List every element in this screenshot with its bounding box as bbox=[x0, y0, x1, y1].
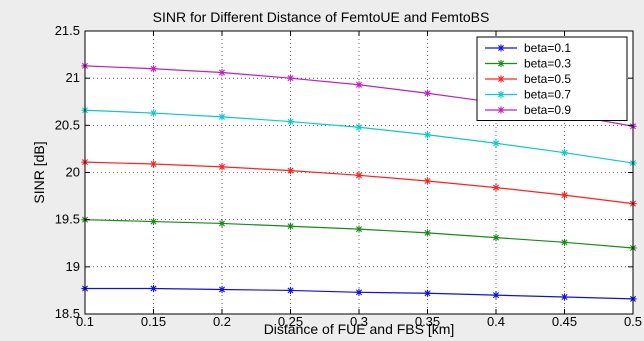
data-point bbox=[218, 113, 226, 121]
data-point bbox=[492, 139, 500, 147]
x-tick-label: 0.1 bbox=[76, 314, 94, 329]
y-tick-label: 21.5 bbox=[55, 23, 80, 38]
data-point bbox=[560, 149, 569, 157]
data-point bbox=[286, 74, 295, 82]
data-point bbox=[149, 284, 158, 293]
data-point bbox=[286, 222, 295, 230]
axis-ticks: 0.1 0.15 0.2 0.25 0.3 0.35 0.4 0.45 0.5 18.5 19 19.… bbox=[55, 23, 642, 329]
data-point bbox=[492, 233, 500, 242]
data-point bbox=[423, 289, 432, 297]
data-point bbox=[218, 219, 226, 228]
legend-item: beta=0.1 bbox=[485, 41, 571, 55]
y-tick-label: 18.5 bbox=[55, 306, 80, 321]
legend-label: beta=0.7 bbox=[524, 88, 571, 102]
legend-marker bbox=[497, 59, 505, 68]
legend-item: beta=0.3 bbox=[485, 57, 571, 71]
data-point bbox=[423, 131, 432, 139]
x-tick-label: 0.4 bbox=[487, 314, 505, 329]
legend-marker bbox=[497, 75, 505, 83]
x-tick-label: 0.2 bbox=[213, 314, 231, 329]
y-tick-label: 19 bbox=[66, 259, 80, 274]
data-point bbox=[355, 81, 363, 89]
y-axis-title: SINR [dB] bbox=[31, 141, 47, 203]
x-tick-label: 0.35 bbox=[415, 314, 440, 329]
legend-marker bbox=[497, 90, 505, 99]
legend-label: beta=0.1 bbox=[524, 41, 571, 55]
chart-title: SINR for Different Distance of FemtoUE a… bbox=[153, 9, 490, 25]
data-point bbox=[218, 285, 226, 294]
data-point bbox=[492, 183, 500, 192]
data-point bbox=[149, 217, 158, 226]
data-point bbox=[149, 65, 158, 73]
data-point bbox=[355, 123, 363, 131]
data-point bbox=[286, 167, 295, 175]
y-tick-label: 20.5 bbox=[55, 117, 80, 132]
x-tick-label: 0.15 bbox=[141, 314, 166, 329]
data-point bbox=[423, 177, 432, 185]
y-tick-label: 20 bbox=[66, 165, 80, 180]
data-point bbox=[355, 288, 363, 296]
legend-label: beta=0.9 bbox=[524, 103, 571, 117]
data-point bbox=[286, 117, 295, 126]
legend-label: beta=0.5 bbox=[524, 72, 571, 86]
data-point bbox=[218, 163, 226, 171]
data-point bbox=[560, 293, 569, 301]
data-point bbox=[423, 229, 432, 237]
data-point bbox=[355, 171, 363, 179]
data-point bbox=[218, 68, 226, 77]
x-tick-label: 0.25 bbox=[278, 314, 303, 329]
y-tick-label: 19.5 bbox=[55, 212, 80, 227]
legend-item: beta=0.7 bbox=[485, 88, 571, 102]
data-point bbox=[492, 291, 500, 299]
data-point bbox=[560, 238, 569, 246]
x-tick-label: 0.45 bbox=[552, 314, 577, 329]
data-point bbox=[355, 225, 363, 233]
data-point bbox=[560, 191, 569, 199]
x-axis-title: Distance of FUE and FBS [km] bbox=[264, 321, 455, 337]
legend-marker bbox=[497, 44, 505, 52]
y-tick-label: 21 bbox=[66, 70, 80, 85]
x-tick-label: 0.5 bbox=[624, 314, 642, 329]
data-point bbox=[286, 286, 295, 295]
data-point bbox=[423, 89, 432, 97]
x-tick-label: 0.3 bbox=[350, 314, 368, 329]
legend-label: beta=0.3 bbox=[524, 57, 571, 71]
legend-item: beta=0.5 bbox=[485, 72, 571, 86]
data-point bbox=[149, 160, 158, 168]
data-point bbox=[149, 109, 158, 117]
legend-marker bbox=[497, 106, 505, 114]
legend-item: beta=0.9 bbox=[485, 103, 571, 117]
